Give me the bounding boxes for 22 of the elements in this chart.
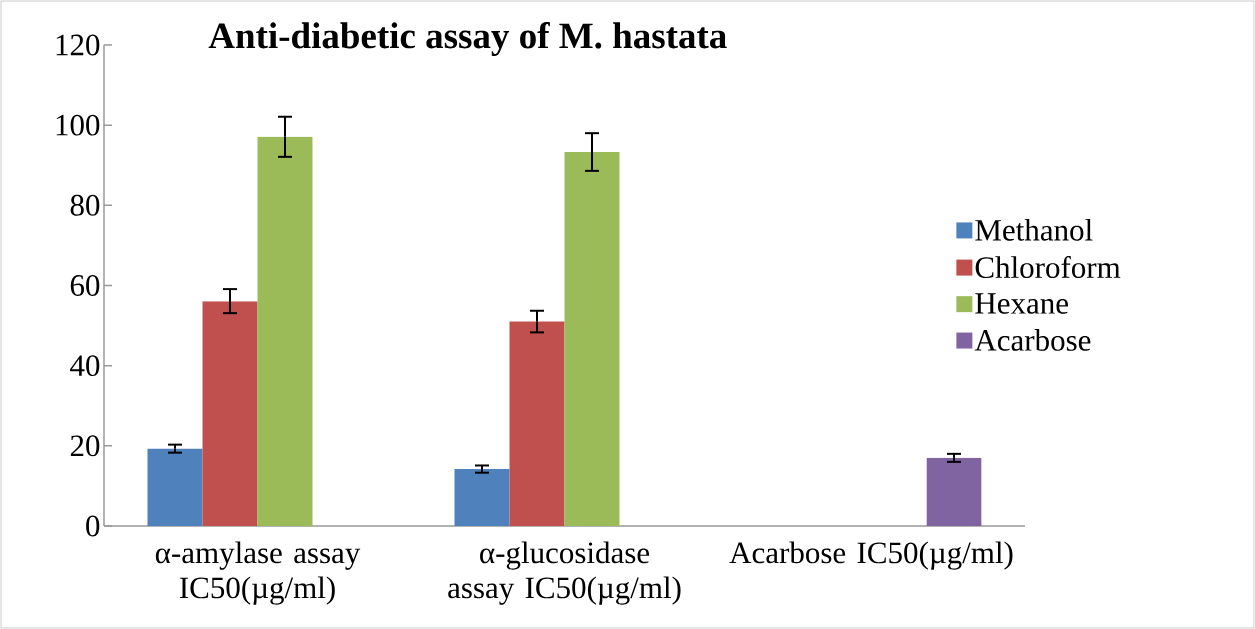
bar (926, 457, 982, 526)
bar (454, 469, 510, 526)
bar (257, 136, 313, 526)
y-tick-label: 80 (70, 194, 100, 216)
bar (564, 152, 620, 526)
y-tick-label: 0 (86, 515, 100, 537)
y-tick-label: 100 (56, 114, 100, 136)
legend-label: Hexane (975, 293, 1068, 314)
x-tick-label: α-glucosidase assay IC50(µg/ml) (448, 541, 681, 605)
y-tick-label: 40 (70, 355, 100, 377)
legend-label: Acarbose (974, 329, 1091, 351)
y-tick-label: 20 (70, 435, 100, 457)
bar (147, 448, 203, 526)
bar (202, 301, 258, 526)
x-tick-label: α-amylase assay IC50(µg/ml) (155, 541, 361, 605)
y-tick-label: 60 (70, 275, 100, 296)
chart-title: Anti-diabetic assay of M. hastata (208, 21, 727, 57)
y-tick-label: 120 (56, 34, 100, 56)
bar (509, 321, 565, 526)
x-tick-label: Acarbose IC50(µg/ml) (729, 541, 1013, 570)
legend-label: Methanol (975, 218, 1093, 241)
legend-label: Chloroform (975, 255, 1121, 279)
